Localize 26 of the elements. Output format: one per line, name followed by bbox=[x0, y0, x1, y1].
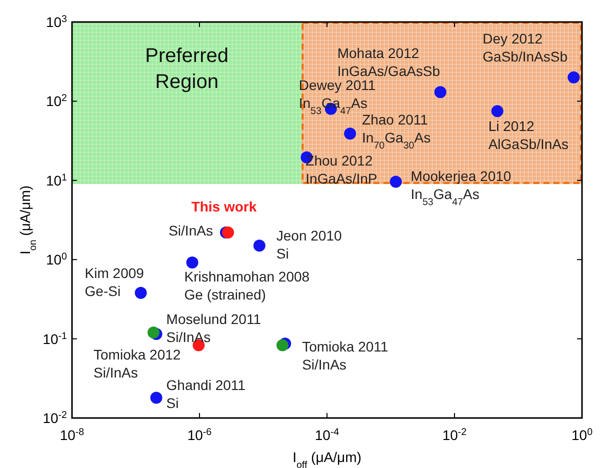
y-tick-label: 10$^{3}$ bbox=[46, 14, 68, 30]
y-tick-label: 10$^{-1}$ bbox=[42, 330, 67, 347]
series-label: This work bbox=[191, 198, 257, 214]
annotation: Jeon 2010 Si bbox=[276, 228, 342, 262]
annotation: Zhou 2012 InGaAs/InP bbox=[306, 152, 378, 186]
y-tick-label: 10$^{2}$ bbox=[46, 92, 67, 110]
annotation: Dey 2012 GaSb/InAsSb bbox=[482, 30, 568, 64]
x-tick-label: 10$^{-6}$ bbox=[187, 426, 212, 443]
x-tick-label: 10$^{-4}$ bbox=[314, 426, 340, 443]
annotation: Si/InAs bbox=[168, 222, 213, 238]
y-tick-label: 10$^{-2}$ bbox=[42, 410, 67, 426]
annotation: Mookerjea 2010 In$_{53}$Ga$_{47}$As bbox=[410, 168, 512, 208]
y-tick-label: 10$^{1}$ bbox=[46, 172, 67, 188]
annotation: Krishnamohan 2008 Ge (strained) bbox=[184, 268, 310, 302]
annotation: Mohata 2012 InGaAs/GaAsSb bbox=[337, 45, 440, 80]
x-tick-label: 10$^{-2}$ bbox=[442, 426, 467, 443]
band-label: Preferred Region bbox=[145, 45, 229, 93]
x-axis-title: I$_{off}$ (μA/μm) bbox=[292, 449, 362, 468]
y-tick-label: 10$^{0}$ bbox=[46, 251, 68, 268]
annotation: Kim 2009 Ge-Si bbox=[84, 264, 144, 299]
annotation: Moselund 2011 Si/InAs bbox=[166, 310, 262, 345]
x-tick-label: 10$^{-8}$ bbox=[60, 426, 85, 443]
annotation: Zhao 2011 In$_{70}$Ga$_{30}$As bbox=[362, 112, 431, 152]
annotation: Tomioka 2011 Si/InAs bbox=[302, 338, 388, 373]
annotation: Li 2012 AlGaSb/InAs bbox=[488, 118, 569, 152]
x-tick-label: 10$^{0}$ bbox=[571, 426, 594, 443]
